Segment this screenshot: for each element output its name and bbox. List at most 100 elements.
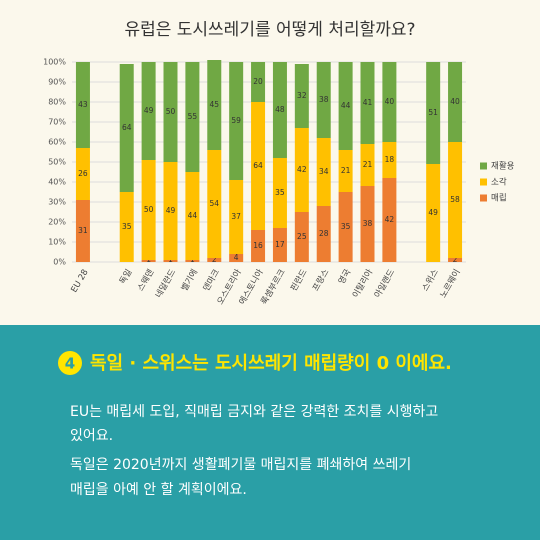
card-background — [0, 325, 540, 540]
data-label: 25 — [297, 232, 307, 241]
data-label: 17 — [275, 240, 285, 249]
bar-segment — [207, 150, 222, 258]
data-label: 49 — [166, 206, 176, 215]
data-label: 31 — [78, 226, 88, 235]
bar-segment — [272, 62, 287, 158]
bar-segment — [272, 228, 287, 262]
bar-segment — [251, 102, 266, 230]
data-label: 64 — [253, 161, 263, 170]
bar-segment — [163, 260, 178, 262]
data-label: 35 — [341, 222, 351, 231]
data-label: 49 — [428, 208, 438, 217]
bar-segment — [294, 128, 309, 212]
card-text: EU는 매립세 도입, 직매립 금지와 같은 강력한 조치를 시행하고 — [70, 404, 438, 420]
data-label: 59 — [231, 116, 241, 125]
y-tick-label: 0% — [53, 258, 66, 267]
data-label: 2 — [453, 255, 458, 264]
bar-segment — [448, 62, 463, 142]
data-label: 2 — [212, 255, 217, 264]
y-tick-label: 80% — [48, 98, 66, 107]
data-label: 38 — [319, 95, 329, 104]
badge-number: 4 — [65, 355, 75, 373]
bar-segment — [251, 62, 266, 102]
bar-segment — [294, 212, 309, 262]
legend-swatch — [480, 194, 487, 202]
legend-label: 재활용 — [491, 161, 515, 172]
bar-segment — [316, 138, 331, 206]
bar-segment — [382, 178, 397, 262]
data-label: 38 — [363, 219, 373, 228]
bar-segment — [75, 148, 90, 200]
data-label: 45 — [210, 100, 220, 109]
badge — [58, 351, 82, 375]
card-text: 있어요. — [70, 428, 113, 444]
data-label: 26 — [78, 169, 88, 178]
y-tick-label: 50% — [48, 158, 66, 167]
data-label: 49 — [144, 106, 154, 115]
bar-segment — [316, 62, 331, 138]
data-label: 35 — [275, 188, 285, 197]
bar-segment — [426, 164, 441, 262]
data-label: 37 — [231, 212, 241, 221]
data-label: 51 — [428, 108, 438, 117]
legend-swatch — [480, 162, 487, 170]
bar-segment — [316, 206, 331, 262]
data-label: 16 — [253, 241, 263, 250]
card-text: 독일은 2020년까지 생활폐기물 매립지를 폐쇄하여 쓰레기 — [70, 457, 411, 473]
data-label: 34 — [319, 167, 329, 176]
y-tick-label: 40% — [48, 178, 66, 187]
bar-segment — [141, 260, 156, 262]
bar-segment — [338, 62, 353, 150]
y-tick-label: 70% — [48, 118, 66, 127]
bar-segment — [207, 60, 222, 150]
bar-segment — [251, 230, 266, 262]
bar-segment — [141, 62, 156, 160]
bar-segment — [207, 258, 222, 262]
bar-segment — [229, 62, 244, 180]
bar-segment — [119, 64, 134, 192]
bar-segment — [229, 180, 244, 254]
legend-label: 소각 — [491, 177, 507, 188]
bar-segment — [448, 142, 463, 258]
data-label: 4 — [234, 253, 239, 262]
y-tick-label: 20% — [48, 218, 66, 227]
bar-segment — [163, 162, 178, 260]
data-label: 21 — [341, 166, 351, 175]
data-label: 48 — [275, 105, 285, 114]
bar-segment — [338, 192, 353, 262]
y-tick-label: 60% — [48, 138, 66, 147]
bar-segment — [360, 144, 375, 186]
data-label: 20 — [253, 77, 263, 86]
legend-swatch — [480, 178, 487, 186]
bar-segment — [338, 150, 353, 192]
data-label: 40 — [450, 97, 460, 106]
bar-segment — [272, 158, 287, 228]
legend-label: 매립 — [491, 194, 507, 204]
data-label: 50 — [166, 107, 176, 116]
bar-segment — [360, 186, 375, 262]
y-tick-label: 30% — [48, 198, 66, 207]
data-label: 41 — [363, 98, 373, 107]
data-label: 42 — [385, 215, 395, 224]
y-tick-label: 10% — [48, 238, 66, 247]
data-label: 54 — [210, 199, 220, 208]
bar-segment — [119, 192, 134, 262]
bar-segment — [185, 62, 200, 172]
bar-segment — [382, 142, 397, 178]
bar-segment — [229, 254, 244, 262]
bar-segment — [75, 62, 90, 148]
data-label: 18 — [385, 155, 395, 164]
bar-segment — [426, 62, 441, 164]
bar-segment — [360, 62, 375, 144]
data-label: 58 — [450, 195, 460, 204]
data-label: 50 — [144, 205, 154, 214]
chart-title: 유럽은 도시쓰레기를 어떻게 처리할까요? — [124, 20, 415, 40]
data-label: 21 — [363, 160, 373, 169]
data-label: 44 — [341, 101, 351, 110]
bar-segment — [75, 200, 90, 262]
card-heading: 독일 · 스위스는 도시쓰레기 매립량이 0 이에요. — [90, 353, 452, 374]
bar-segment — [185, 172, 200, 260]
bar-segment — [448, 258, 463, 262]
data-label: 32 — [297, 91, 307, 100]
